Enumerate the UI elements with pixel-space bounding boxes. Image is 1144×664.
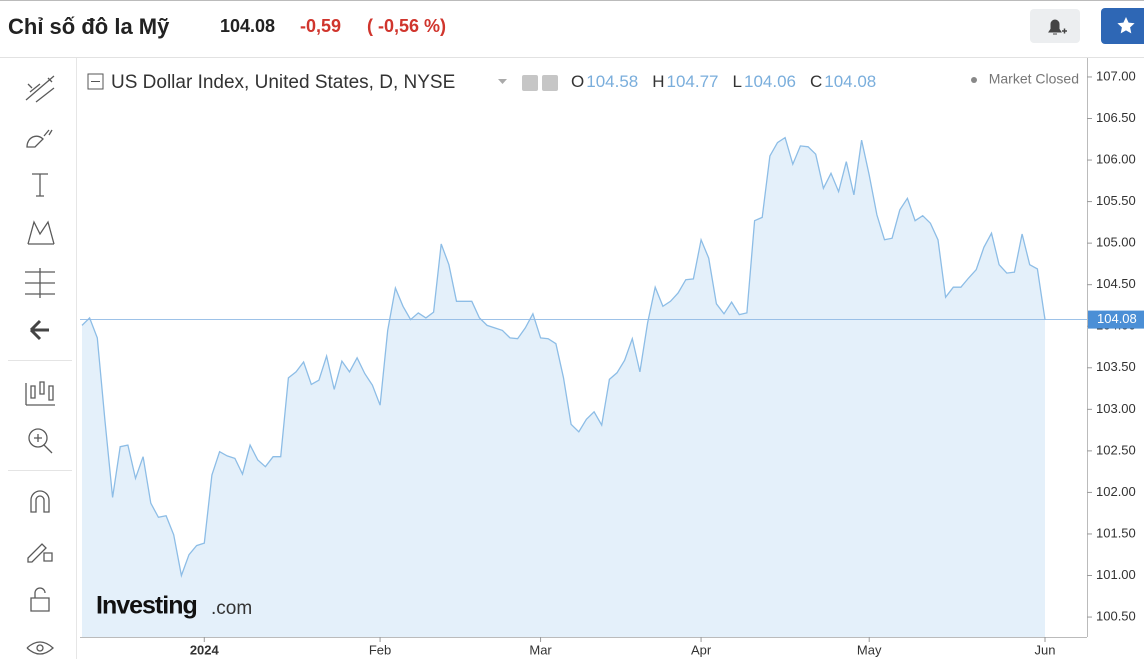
y-tick-label: 105.50 xyxy=(1096,193,1136,208)
y-tick-label: 103.00 xyxy=(1096,401,1136,416)
last-price-tag xyxy=(1088,310,1144,329)
ohlc-label: C xyxy=(810,72,822,91)
toolbar xyxy=(8,75,72,655)
market-status: Market Closed xyxy=(989,71,1079,87)
y-tick-label: 101.50 xyxy=(1096,525,1136,540)
brand-name: Investing xyxy=(96,592,197,620)
ohlc-label: O xyxy=(571,72,584,91)
y-tick-label: 104.50 xyxy=(1096,276,1136,291)
change: -0,59 xyxy=(300,16,341,36)
y-tick-label: 101.00 xyxy=(1096,567,1136,582)
dropdown-caret[interactable] xyxy=(498,79,507,84)
ohlc-value: 104.77 xyxy=(667,72,719,91)
zoom-tool[interactable] xyxy=(28,428,53,454)
ohlc-label: H xyxy=(652,72,664,91)
x-tick-label: Jun xyxy=(1035,642,1056,657)
lock-tool[interactable] xyxy=(30,587,50,612)
ohlc-value: 104.06 xyxy=(744,72,796,91)
settings-icon[interactable] xyxy=(522,75,538,91)
y-tick-label: 102.00 xyxy=(1096,484,1136,499)
trend-tool[interactable] xyxy=(25,75,55,103)
last-price-label: 104.08 xyxy=(1097,311,1137,326)
status-dot xyxy=(971,77,977,83)
y-tick-label: 107.00 xyxy=(1096,68,1136,83)
brush-tool[interactable] xyxy=(26,129,53,148)
change-pct: ( -0,56 %) xyxy=(367,16,446,36)
chart-title: US Dollar Index, United States, D, NYSE xyxy=(111,72,455,93)
x-tick-label: Mar xyxy=(529,642,552,657)
brand-logo: Investing .com xyxy=(96,592,252,620)
y-tick-label: 106.00 xyxy=(1096,151,1136,166)
brand-suffix: .com xyxy=(211,598,252,619)
settings-icon[interactable] xyxy=(542,75,558,91)
magnet-tool[interactable] xyxy=(30,490,50,513)
area-fill xyxy=(82,137,1045,637)
text-tool[interactable] xyxy=(32,173,48,197)
y-tick-label: 100.50 xyxy=(1096,608,1136,623)
plus-icon[interactable] xyxy=(1062,28,1067,34)
ohlc-value: 104.08 xyxy=(824,72,876,91)
ohlc-label: L xyxy=(733,72,742,91)
chart: US Dollar Index, United States, D, NYSE … xyxy=(80,58,1144,657)
ohlc-value: 104.58 xyxy=(586,72,638,91)
alert-button[interactable] xyxy=(1030,9,1080,43)
y-tick-label: 102.50 xyxy=(1096,442,1136,457)
lock-drawing-tool[interactable] xyxy=(27,543,53,563)
y-tick-label: 106.50 xyxy=(1096,110,1136,125)
page-title: Chỉ số đô la Mỹ xyxy=(8,14,170,39)
hide-toolbar[interactable] xyxy=(29,319,49,341)
measure-tool[interactable] xyxy=(25,381,55,406)
x-tick-label: 2024 xyxy=(190,642,220,657)
fib-tool[interactable] xyxy=(25,268,55,298)
x-tick-label: Apr xyxy=(691,642,712,657)
x-tick-label: May xyxy=(857,642,882,657)
star-icon[interactable] xyxy=(1117,17,1135,34)
watchlist-button[interactable] xyxy=(1101,8,1144,44)
collapse-icon[interactable] xyxy=(87,73,104,90)
price: 104.08 xyxy=(220,16,275,36)
y-tick-label: 105.00 xyxy=(1096,235,1136,250)
y-tick-label: 103.50 xyxy=(1096,359,1136,374)
x-tick-label: Feb xyxy=(369,642,391,657)
ohlc: O 104.58 H 104.77 L 104.06 C 104.08 xyxy=(571,72,876,91)
visibility-tool[interactable] xyxy=(26,641,54,655)
bell-icon[interactable] xyxy=(1048,19,1062,35)
pattern-tool[interactable] xyxy=(27,220,55,245)
price-line xyxy=(81,136,1046,578)
